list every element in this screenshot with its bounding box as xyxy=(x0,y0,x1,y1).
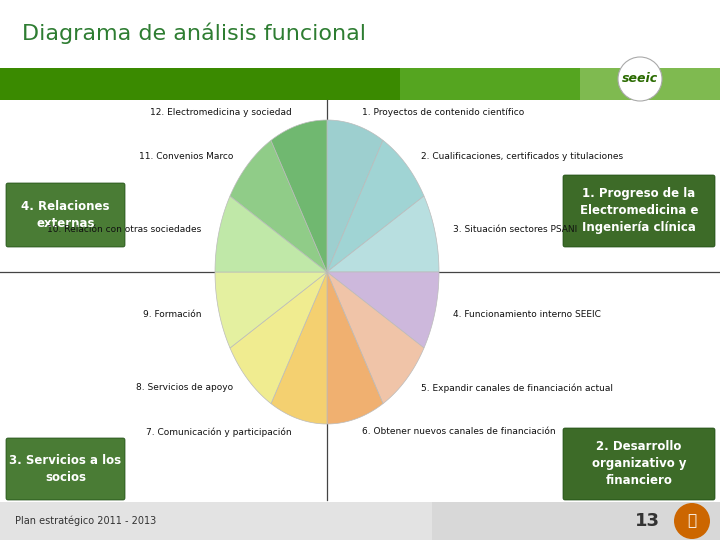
Polygon shape xyxy=(271,120,327,272)
Polygon shape xyxy=(327,140,424,272)
Text: Diagrama de análisis funcional: Diagrama de análisis funcional xyxy=(22,22,366,44)
Polygon shape xyxy=(327,120,383,272)
Text: 12. Electromedicina y sociedad: 12. Electromedicina y sociedad xyxy=(150,107,292,117)
Text: seeic: seeic xyxy=(622,72,658,85)
Bar xyxy=(0,502,432,540)
Text: 3. Servicios a los
socios: 3. Servicios a los socios xyxy=(9,454,122,484)
Polygon shape xyxy=(327,196,439,272)
Text: 11. Convenios Marco: 11. Convenios Marco xyxy=(139,152,233,161)
Bar xyxy=(400,68,720,100)
Text: 13: 13 xyxy=(635,512,660,530)
Polygon shape xyxy=(271,272,327,424)
Text: 2. Desarrollo
organizativo y
financiero: 2. Desarrollo organizativo y financiero xyxy=(592,441,686,488)
Polygon shape xyxy=(230,140,327,272)
Polygon shape xyxy=(215,196,327,272)
Text: 10. Relación con otras sociedades: 10. Relación con otras sociedades xyxy=(47,225,201,234)
Polygon shape xyxy=(215,272,327,348)
FancyBboxPatch shape xyxy=(563,428,715,500)
Text: 7. Comunicación y participación: 7. Comunicación y participación xyxy=(146,427,292,437)
FancyBboxPatch shape xyxy=(6,438,125,500)
Polygon shape xyxy=(230,272,327,403)
Text: 1. Proyectos de contenido científico: 1. Proyectos de contenido científico xyxy=(362,107,524,117)
Text: 6. Obtener nuevos canales de financiación: 6. Obtener nuevos canales de financiació… xyxy=(362,428,556,436)
Text: 𝄢: 𝄢 xyxy=(688,514,696,529)
Circle shape xyxy=(674,503,710,539)
Text: 1. Progreso de la
Electromedicina e
Ingeniería clínica: 1. Progreso de la Electromedicina e Inge… xyxy=(580,187,698,234)
FancyBboxPatch shape xyxy=(6,183,125,247)
Text: 4. Funcionamiento interno SEEIC: 4. Funcionamiento interno SEEIC xyxy=(453,309,600,319)
Text: 3. Situación sectores PSANI: 3. Situación sectores PSANI xyxy=(453,225,577,234)
Bar xyxy=(0,502,720,540)
Text: 8. Servicios de apoyo: 8. Servicios de apoyo xyxy=(136,383,233,392)
Text: Plan estratégico 2011 - 2013: Plan estratégico 2011 - 2013 xyxy=(15,516,156,526)
Circle shape xyxy=(618,57,662,101)
Polygon shape xyxy=(327,272,424,403)
Text: 9. Formación: 9. Formación xyxy=(143,309,201,319)
Text: 4. Relaciones
externas: 4. Relaciones externas xyxy=(22,200,109,230)
Polygon shape xyxy=(327,272,383,424)
Bar xyxy=(0,68,720,100)
Polygon shape xyxy=(327,272,439,348)
Text: 2. Cualificaciones, certificados y titulaciones: 2. Cualificaciones, certificados y titul… xyxy=(420,152,623,161)
FancyBboxPatch shape xyxy=(563,175,715,247)
Text: 5. Expandir canales de financiación actual: 5. Expandir canales de financiación actu… xyxy=(420,383,613,393)
Bar xyxy=(580,68,720,100)
